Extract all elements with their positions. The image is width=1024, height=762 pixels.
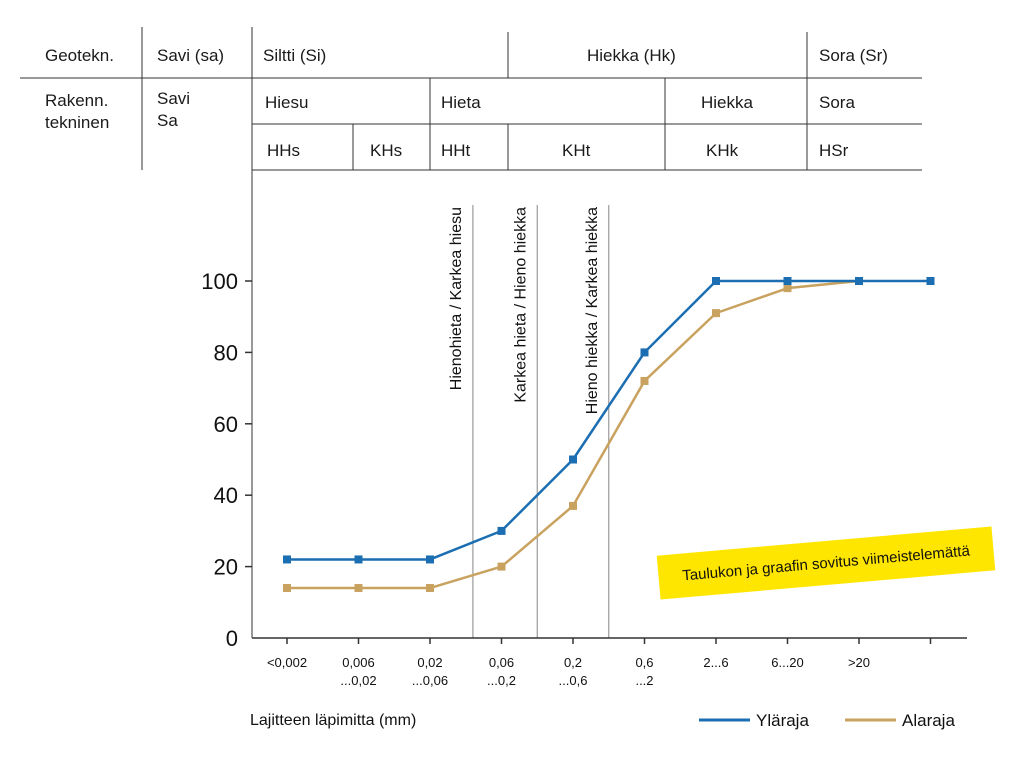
x-tick-label: 0,02 — [417, 655, 442, 670]
table-cell-hiesu: Hiesu — [265, 93, 308, 112]
table-cell-hsr: HSr — [819, 141, 849, 160]
x-tick-label: ...0,02 — [340, 673, 376, 688]
x-tick-label: <0,002 — [267, 655, 307, 670]
series-upper-point — [855, 277, 863, 285]
y-tick-label: 80 — [214, 340, 238, 365]
table-cell-clay: Savi (sa) — [157, 46, 224, 65]
x-tick-label: ...2 — [635, 673, 653, 688]
series-upper-point — [354, 555, 363, 564]
series-lower-point — [283, 584, 291, 593]
table-cell-hht: HHt — [441, 141, 471, 160]
table-cell-hieta: Hieta — [441, 93, 481, 112]
legend: Yläraja Alaraja — [699, 711, 955, 730]
table-cell-sora: Sora — [819, 93, 855, 112]
note-background — [656, 526, 996, 600]
x-tick-labels: <0,002 0,006 ...0,02 0,02 ...0,06 0,06 ...0,2 0… — [267, 655, 870, 688]
y-tick-label: 60 — [214, 412, 238, 437]
chart-series — [283, 277, 935, 593]
table-cell-sand: Hiekka (Hk) — [587, 46, 676, 65]
series-upper-point — [569, 455, 577, 464]
series-lower-point — [354, 584, 363, 593]
table-cell-gravel: Sora (Sr) — [819, 46, 888, 65]
table-cell-hiekka: Hiekka — [701, 93, 754, 112]
table-cell-khs: KHs — [370, 141, 402, 160]
series-lower-point — [640, 376, 649, 385]
x-tick-label: ...0,2 — [487, 673, 516, 688]
classification-table: Geotekn. Savi (sa) Siltti (Si) Hiekka (H… — [20, 27, 922, 171]
x-tick-label: 6...20 — [771, 655, 804, 670]
table-cell-savi-line2: Sa — [157, 111, 178, 130]
draft-note: Taulukon ja graafin sovitus viimeistelem… — [656, 526, 996, 600]
divider-lines: Hienohieta / Karkea hiesu Karkea hieta / … — [448, 205, 610, 638]
x-axis-title: Lajitteen läpimitta (mm) — [250, 712, 416, 729]
x-tick-label: ...0,6 — [559, 673, 588, 688]
y-tick-labels: 0 20 40 60 80 100 — [201, 269, 238, 651]
series-upper-point — [283, 555, 291, 564]
divider-label: Hienohieta / Karkea hiesu — [448, 207, 465, 390]
series-lower-point — [712, 309, 720, 318]
x-tick-label: 0,2 — [564, 655, 582, 670]
y-tick-label: 0 — [226, 626, 238, 651]
y-tick-label: 40 — [214, 483, 238, 508]
divider-label: Hieno hiekka / Karkea hiekka — [584, 207, 601, 414]
table-header-structural-line1: Rakenn. — [45, 91, 108, 110]
series-upper-point — [426, 555, 434, 564]
x-tick-label: 0,06 — [489, 655, 514, 670]
x-tick-label: >20 — [848, 655, 870, 670]
legend-label-lower: Alaraja — [902, 711, 955, 730]
legend-label-upper: Yläraja — [756, 711, 809, 730]
series-upper-point — [640, 348, 649, 357]
table-header-structural-line2: tekninen — [45, 113, 109, 132]
x-tick-label: 0,6 — [635, 655, 653, 670]
series-lower-point — [497, 562, 506, 571]
table-header-geotechnical: Geotekn. — [45, 46, 114, 65]
table-cell-savi-line1: Savi — [157, 89, 190, 108]
table-cell-hhs: HHs — [267, 141, 300, 160]
chart-axes — [245, 170, 967, 644]
table-cell-kht: KHt — [562, 141, 591, 160]
table-cell-silt: Siltti (Si) — [263, 46, 326, 65]
series-upper-point — [497, 526, 506, 535]
series-lower-point — [426, 584, 434, 593]
divider-label: Karkea hieta / Hieno hiekka — [512, 207, 529, 403]
series-upper-point — [712, 277, 720, 285]
x-tick-label: 2...6 — [703, 655, 728, 670]
series-lower-point — [569, 501, 577, 510]
x-tick-label: ...0,06 — [412, 673, 448, 688]
y-tick-label: 20 — [214, 555, 238, 580]
table-cell-khk: KHk — [706, 141, 739, 160]
series-upper-point — [783, 277, 792, 285]
series-lower-line — [287, 279, 860, 590]
chart: Hienohieta / Karkea hiesu Karkea hieta / … — [201, 170, 967, 688]
y-tick-label: 100 — [201, 269, 238, 294]
series-upper-point — [926, 277, 935, 285]
x-tick-label: 0,006 — [342, 655, 375, 670]
series-upper-line — [287, 279, 931, 561]
series-lower-point — [783, 284, 792, 293]
